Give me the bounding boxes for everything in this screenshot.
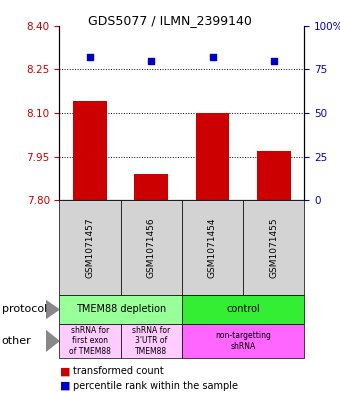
Bar [257, 151, 290, 200]
Point [210, 54, 215, 60]
Bar [135, 174, 168, 200]
Bar [73, 101, 107, 200]
Text: transformed count: transformed count [73, 366, 164, 376]
Text: TMEM88 depletion: TMEM88 depletion [75, 305, 166, 314]
Text: percentile rank within the sample: percentile rank within the sample [73, 381, 238, 391]
Text: GSM1071455: GSM1071455 [269, 217, 278, 278]
Point [87, 54, 93, 60]
Text: shRNA for
first exon
of TMEM88: shRNA for first exon of TMEM88 [69, 326, 111, 356]
Text: GSM1071456: GSM1071456 [147, 217, 156, 278]
Point [149, 57, 154, 64]
Text: control: control [226, 305, 260, 314]
Text: ■: ■ [59, 366, 70, 376]
Text: shRNA for
3'UTR of
TMEM88: shRNA for 3'UTR of TMEM88 [132, 326, 170, 356]
Polygon shape [46, 331, 59, 351]
Text: GSM1071457: GSM1071457 [86, 217, 95, 278]
Text: non-targetting
shRNA: non-targetting shRNA [215, 331, 271, 351]
Text: protocol: protocol [2, 305, 47, 314]
Text: GSM1071454: GSM1071454 [208, 217, 217, 278]
Text: other: other [2, 336, 31, 346]
Text: GDS5077 / ILMN_2399140: GDS5077 / ILMN_2399140 [88, 14, 252, 27]
Bar [196, 113, 230, 200]
Polygon shape [46, 301, 59, 318]
Point [271, 57, 276, 64]
Text: ■: ■ [59, 381, 70, 391]
